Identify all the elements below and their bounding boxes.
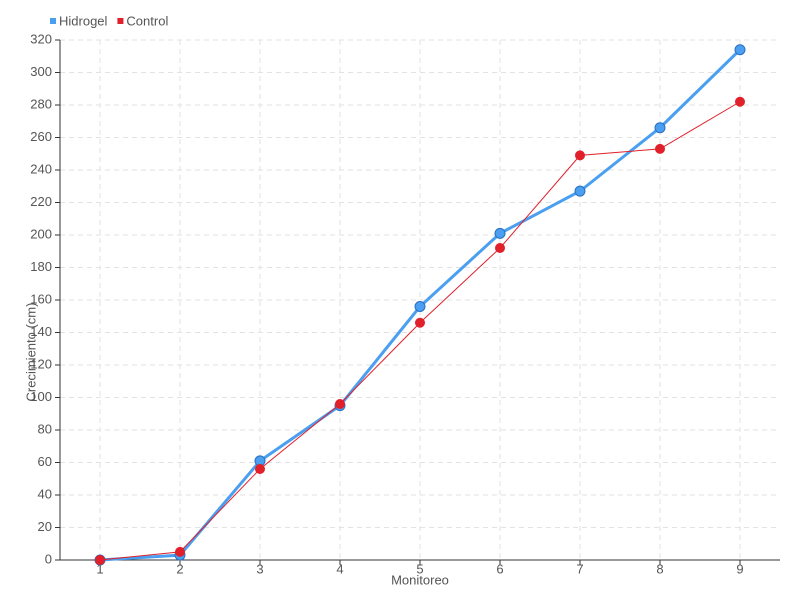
y-tick-label: 260 (30, 129, 52, 144)
data-point (654, 122, 666, 134)
y-tick-label: 140 (30, 324, 52, 339)
y-tick-label: 80 (38, 421, 52, 436)
y-tick-label: 240 (30, 161, 52, 176)
x-tick-label: 1 (96, 561, 103, 576)
x-tick-label: 9 (736, 561, 743, 576)
legend-swatch (117, 18, 124, 24)
data-point (494, 227, 506, 239)
y-tick-label: 320 (30, 31, 52, 46)
data-point (255, 464, 265, 474)
legend-swatch (50, 18, 56, 24)
y-tick-label: 20 (38, 519, 52, 534)
data-point (655, 143, 665, 154)
x-tick-label: 8 (656, 561, 663, 576)
data-point (734, 44, 746, 56)
data-point (95, 555, 105, 565)
y-tick-label: 100 (30, 389, 52, 404)
x-tick-label: 2 (176, 561, 183, 576)
y-axis-title: Crecimiento (cm) (23, 303, 38, 402)
y-tick-label: 60 (38, 454, 52, 469)
y-tick-label: 0 (45, 551, 52, 566)
x-tick-label: 3 (256, 561, 263, 576)
legend-label: Hidrogel (59, 13, 108, 28)
y-tick-label: 200 (30, 226, 52, 241)
data-point (335, 399, 345, 409)
data-point (575, 150, 585, 161)
legend-label: Control (126, 13, 168, 28)
x-tick-label: 4 (336, 561, 343, 576)
data-point (495, 243, 505, 253)
y-tick-label: 300 (30, 64, 52, 79)
y-tick-label: 160 (30, 291, 52, 306)
y-tick-label: 220 (30, 194, 52, 209)
data-point (574, 185, 586, 197)
y-tick-label: 180 (30, 259, 52, 274)
data-point (735, 96, 745, 107)
data-point (175, 546, 185, 557)
y-tick-label: 120 (30, 356, 52, 371)
x-tick-label: 7 (576, 561, 583, 576)
x-tick-label: 5 (416, 561, 423, 576)
y-tick-label: 280 (30, 96, 52, 111)
x-tick-label: 6 (496, 561, 503, 576)
data-point (414, 301, 426, 312)
x-axis-title: Monitoreo (391, 572, 449, 587)
data-point (415, 317, 425, 328)
y-tick-label: 40 (38, 486, 52, 501)
